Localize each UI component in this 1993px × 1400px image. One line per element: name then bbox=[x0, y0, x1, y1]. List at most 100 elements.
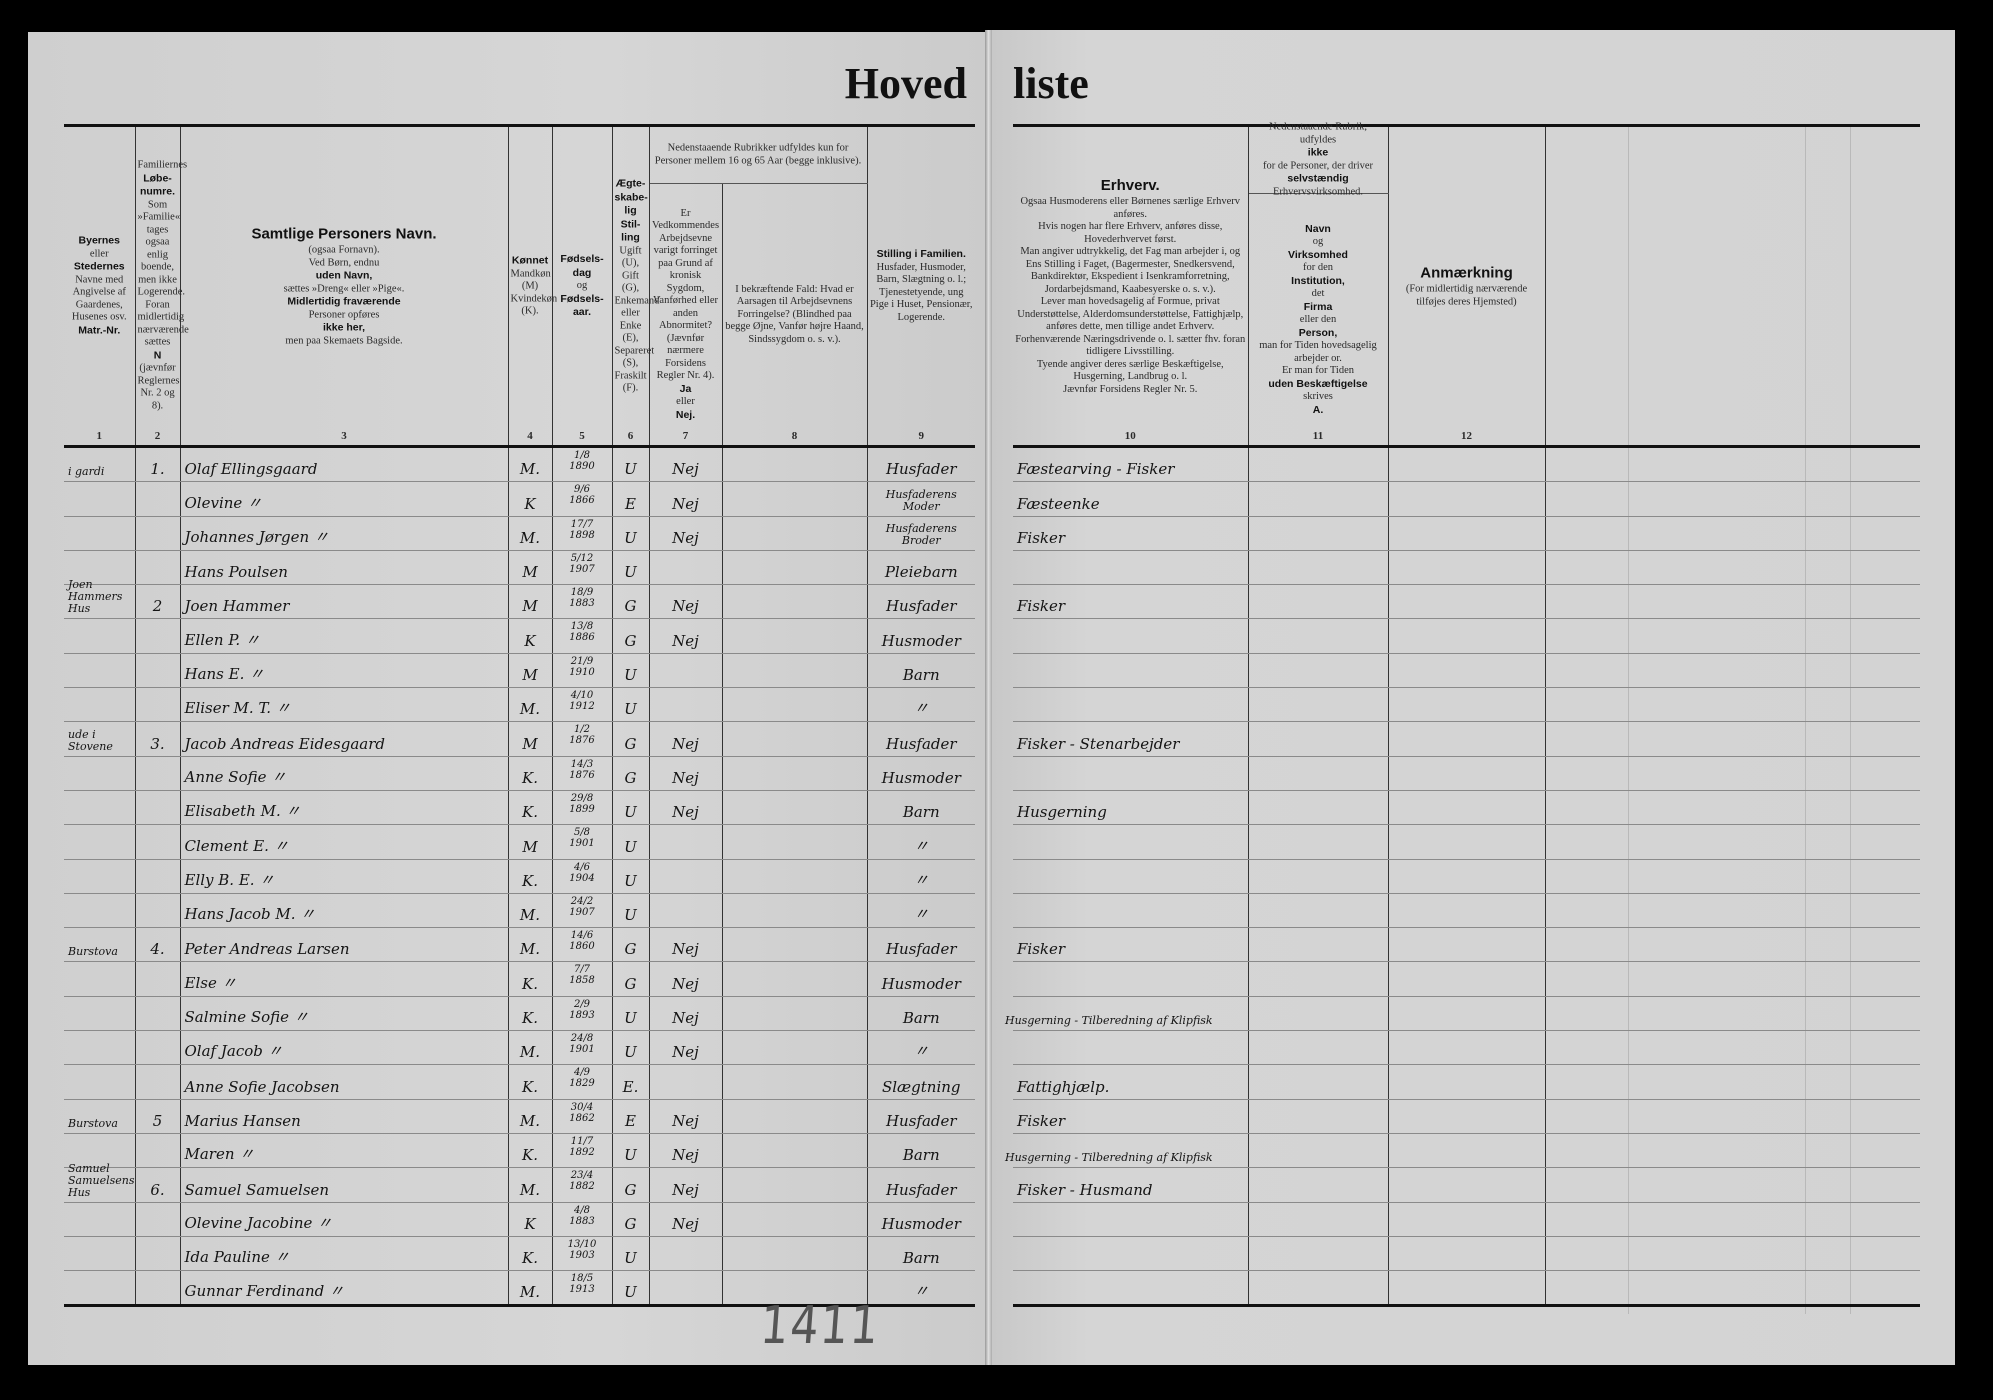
person-name: Hans Poulsen bbox=[184, 563, 288, 582]
place-name-cell bbox=[64, 550, 136, 586]
header-col7: Er Vedkommendes Arbejdsevne varigt forri… bbox=[648, 183, 723, 448]
sex-cell: K. bbox=[507, 1064, 553, 1100]
remark-cell bbox=[1387, 584, 1546, 620]
occupation: Husgerning - Tilberedning af Klipfisk bbox=[1005, 1151, 1213, 1165]
occupation: Fæstearving - Fisker bbox=[1017, 460, 1175, 479]
sex-cell: M bbox=[507, 550, 553, 586]
marital-status-cell: U bbox=[611, 516, 650, 551]
sex: K. bbox=[522, 1146, 538, 1165]
family-number: 4. bbox=[150, 940, 165, 959]
employer-cell bbox=[1247, 1133, 1389, 1169]
marital-status-cell: U bbox=[611, 687, 650, 723]
occupation-cell bbox=[1013, 1236, 1249, 1272]
reduction-cause-cell bbox=[721, 756, 868, 791]
work-capacity-reduced-cell: Nej bbox=[648, 1030, 723, 1066]
birth-date-cell: 9/6 1866 bbox=[551, 481, 613, 517]
birth-date-cell: 14/6 1860 bbox=[551, 927, 613, 963]
reduction-cause-cell bbox=[721, 859, 868, 894]
marital-status: U bbox=[624, 528, 637, 547]
employer-cell bbox=[1247, 1236, 1389, 1272]
work-capacity-reduced-cell bbox=[648, 550, 723, 586]
work-capacity-reduced-cell bbox=[648, 1270, 723, 1308]
occupation-cell bbox=[1013, 961, 1249, 997]
birth-date-cell: 24/8 1901 bbox=[551, 1030, 613, 1066]
sex-cell: K. bbox=[507, 859, 553, 894]
sex-cell: M. bbox=[507, 446, 553, 483]
marital-status: E bbox=[625, 494, 636, 513]
sex: K bbox=[524, 631, 536, 650]
place-name-cell bbox=[64, 790, 136, 826]
header-text: Fødsels-aar. bbox=[560, 292, 604, 318]
header-text: Man angiver udtrykkelig, det Fag man arb… bbox=[1020, 246, 1241, 295]
header-text: Erhverv. bbox=[1100, 177, 1160, 194]
person-row: Elly B. E. 〃 K. 4/6 1904 U 〃 bbox=[64, 859, 975, 894]
person-name: Elly B. E. 〃 bbox=[184, 870, 275, 889]
employer-cell bbox=[1247, 1030, 1389, 1066]
sex: M. bbox=[519, 1043, 541, 1062]
family-position: Barn bbox=[902, 1146, 940, 1165]
birth-date-cell: 1/8 1890 bbox=[551, 446, 613, 483]
header-col1: Byernes eller Stedernes Navne med Angivelse… bbox=[64, 124, 136, 448]
occupation-cell: Husgerning - Tilberedning af Klipfisk bbox=[1005, 996, 1249, 1032]
header-text: Ja bbox=[679, 382, 692, 395]
birth-year: 1899 bbox=[569, 803, 595, 815]
column-number: 12 bbox=[1461, 429, 1472, 442]
reduction-cause-cell bbox=[721, 1030, 868, 1066]
birth-day: 1/8 bbox=[573, 450, 591, 461]
birth-year: 1912 bbox=[569, 701, 595, 713]
employer-cell bbox=[1247, 446, 1389, 483]
family-number-cell bbox=[134, 618, 181, 654]
bleed-area-cell bbox=[1544, 1167, 1920, 1203]
work-capacity-reduced-cell bbox=[648, 893, 723, 929]
person-row: i gardi 1. Olaf Ellingsgaard M. 1/8 1890 U Nej H… bbox=[64, 446, 975, 483]
work-capacity-reduced: Nej bbox=[672, 494, 699, 513]
work-capacity-reduced-cell: Nej bbox=[648, 1133, 723, 1169]
header-text: Er man for Tiden bbox=[1281, 364, 1355, 376]
birth-day: 18/9 bbox=[570, 587, 594, 599]
sex: M bbox=[522, 734, 538, 753]
occupation: Fattighjælp. bbox=[1017, 1077, 1110, 1096]
header-text: I bekræftende Fald: Hvad er Aarsagen til… bbox=[725, 283, 864, 345]
column-number: 8 bbox=[791, 429, 798, 442]
person-row-right bbox=[1013, 653, 1920, 689]
sex: K. bbox=[522, 768, 538, 787]
occupation-cell bbox=[1013, 653, 1249, 689]
family-position-cell: Husfader bbox=[866, 1099, 975, 1134]
work-capacity-reduced-cell: Nej bbox=[648, 721, 723, 757]
work-capacity-reduced: Nej bbox=[672, 597, 699, 616]
person-name-cell: Else 〃 bbox=[179, 961, 509, 997]
header-text: ikke her, bbox=[322, 321, 366, 334]
employer-cell bbox=[1247, 584, 1389, 620]
bleed-area-cell bbox=[1544, 790, 1920, 826]
birth-day: 24/8 bbox=[570, 1033, 594, 1045]
header-text: (For midlertidig nærværende tilføjes der… bbox=[1405, 283, 1528, 308]
header-text: det bbox=[1311, 287, 1325, 299]
person-row-right: Fisker bbox=[1013, 1099, 1920, 1134]
header-text: Institution, bbox=[1291, 274, 1345, 287]
remark-cell bbox=[1387, 1270, 1546, 1308]
person-row-right bbox=[1013, 961, 1920, 997]
place-name-cell bbox=[64, 961, 136, 997]
family-number-cell bbox=[134, 790, 181, 826]
place-name-cell bbox=[64, 1030, 136, 1066]
remark-cell bbox=[1387, 687, 1546, 723]
remark-cell bbox=[1387, 859, 1546, 894]
header-text: Lever man hovedsagelig af Formue, privat… bbox=[1017, 296, 1244, 332]
work-capacity-reduced-cell: Nej bbox=[648, 584, 723, 620]
occupation-cell bbox=[1013, 687, 1249, 723]
work-capacity-reduced-cell bbox=[648, 824, 723, 860]
header-label: Samtlige Personers Navn. (ogsaa Fornavn).… bbox=[183, 225, 506, 348]
marital-status-cell: U bbox=[611, 824, 650, 860]
place-name-cell bbox=[64, 1133, 136, 1169]
employer-cell bbox=[1247, 927, 1389, 963]
header-text: Navne med Angivelse af Gaardenes, Husene… bbox=[71, 274, 127, 323]
header-col11: Navn og Virksomhed for den Institution, det Fi… bbox=[1247, 193, 1389, 448]
header-label: Erhverv. Ogsaa Husmoderens eller Børnenes… bbox=[1015, 176, 1246, 396]
reduction-cause-cell bbox=[721, 550, 868, 586]
marital-status: G bbox=[624, 974, 637, 993]
marital-status-cell: U bbox=[611, 859, 650, 894]
header-text: Person, bbox=[1298, 326, 1338, 339]
birth-date-cell: 13/8 1886 bbox=[551, 618, 613, 654]
header-text: Midlertidig fraværende bbox=[287, 295, 401, 308]
sex-cell: M. bbox=[507, 1030, 553, 1066]
